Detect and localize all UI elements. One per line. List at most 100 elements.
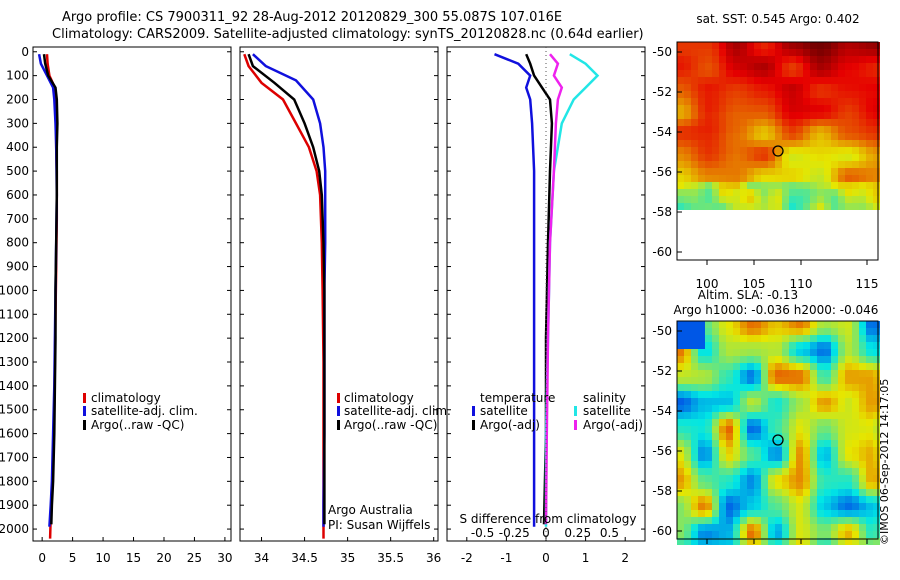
map-cell	[754, 405, 761, 412]
map-cell	[866, 468, 873, 475]
map-cell	[796, 538, 803, 545]
map-cell	[782, 63, 789, 70]
map-cell	[866, 440, 873, 447]
map-cell	[684, 49, 691, 56]
map-cell	[747, 419, 754, 426]
map-cell	[698, 461, 705, 468]
map-cell	[705, 328, 712, 335]
map-cell	[740, 356, 747, 363]
map-cell	[740, 377, 747, 384]
map-cell	[775, 119, 782, 126]
legend-swatch-sal-satellite	[574, 406, 577, 416]
map-cell	[810, 168, 817, 175]
map-cell	[754, 84, 761, 91]
map-cell	[740, 510, 747, 517]
map-cell	[810, 112, 817, 119]
depth-tick-label: 600	[6, 188, 29, 202]
map-cell	[677, 454, 684, 461]
map-cell	[740, 391, 747, 398]
map-cell	[684, 77, 691, 84]
map-cell	[803, 49, 810, 56]
map-cell	[761, 119, 768, 126]
map-cell	[691, 391, 698, 398]
map-cell	[817, 384, 824, 391]
legend-label-climatology: climatology	[91, 391, 161, 405]
map-cell	[803, 538, 810, 545]
map-cell	[824, 349, 831, 356]
map-cell	[796, 398, 803, 405]
map-cell	[691, 196, 698, 203]
map-cell	[803, 112, 810, 119]
map-cell	[684, 147, 691, 154]
map-cell	[852, 63, 859, 70]
map-cell	[747, 112, 754, 119]
map-cell	[803, 349, 810, 356]
map-cell	[684, 503, 691, 510]
map-cell	[810, 349, 817, 356]
map-cell	[677, 70, 684, 77]
map-cell	[733, 538, 740, 545]
map-cell	[866, 203, 873, 210]
map-cell	[824, 161, 831, 168]
map-cell	[810, 398, 817, 405]
map-cell	[873, 433, 880, 440]
map-cell	[712, 105, 719, 112]
map-cell	[754, 161, 761, 168]
map-cell	[726, 84, 733, 91]
map-cell	[761, 510, 768, 517]
map-cell	[831, 510, 838, 517]
map-cell	[852, 182, 859, 189]
map-cell	[747, 377, 754, 384]
map-cell	[733, 496, 740, 503]
map-cell	[768, 168, 775, 175]
map-cell	[782, 161, 789, 168]
legend-swatch-climatology	[337, 393, 340, 403]
map-cell	[705, 524, 712, 531]
legend-swatch-argo	[83, 420, 86, 430]
map-cell	[684, 370, 691, 377]
map-cell	[754, 384, 761, 391]
map-cell	[740, 196, 747, 203]
map-cell	[733, 363, 740, 370]
map-cell	[845, 482, 852, 489]
map-cell	[789, 147, 796, 154]
map-cell	[796, 147, 803, 154]
map-cell	[754, 489, 761, 496]
series-line-temperature-satellite	[494, 53, 536, 527]
map-cell	[684, 349, 691, 356]
map-cell	[803, 363, 810, 370]
map-cell	[866, 161, 873, 168]
map-cell	[831, 182, 838, 189]
map-cell	[684, 398, 691, 405]
map-cell	[859, 356, 866, 363]
map-cell	[719, 349, 726, 356]
map-cell	[810, 91, 817, 98]
map-cell	[866, 370, 873, 377]
map-cell	[712, 98, 719, 105]
map-cell	[803, 419, 810, 426]
map-cell	[684, 391, 691, 398]
map-cell	[698, 133, 705, 140]
map-cell	[761, 42, 768, 49]
map-cell	[747, 489, 754, 496]
map-cell	[803, 77, 810, 84]
map-cell	[796, 77, 803, 84]
map-cell	[838, 119, 845, 126]
map-cell	[838, 91, 845, 98]
map-cell	[677, 203, 684, 210]
map-cell	[845, 538, 852, 545]
map-cell	[810, 63, 817, 70]
map-cell	[747, 42, 754, 49]
map-cell	[782, 175, 789, 182]
map-cell	[873, 133, 880, 140]
map-cell	[852, 70, 859, 77]
map-lon-label: 110	[790, 277, 813, 291]
map-cell	[677, 377, 684, 384]
map-cell	[726, 328, 733, 335]
map-cell	[775, 140, 782, 147]
map-cell	[712, 349, 719, 356]
map-cell	[824, 126, 831, 133]
map-cell	[754, 335, 761, 342]
map-cell	[740, 412, 747, 419]
map-cell	[866, 147, 873, 154]
